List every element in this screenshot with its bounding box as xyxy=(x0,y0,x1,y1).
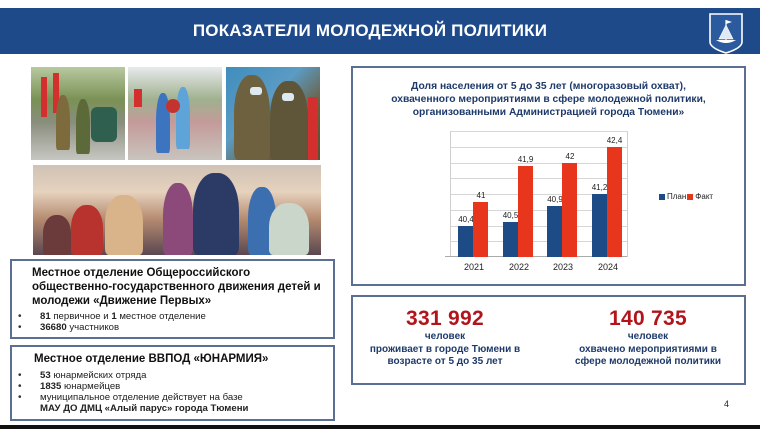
bar-value-label: 42,4 xyxy=(606,135,623,145)
plan-bar-2021 xyxy=(458,225,473,257)
parade-vehicle-photo xyxy=(31,67,125,160)
fact-bar-2024 xyxy=(606,146,622,257)
chart-plot-area: 40,4 41 40,5 41,9 40,9 42 41,2 42,4 xyxy=(445,131,628,257)
bar-value-label: 41,2 xyxy=(591,183,608,192)
chart-legend: План Факт xyxy=(659,192,713,201)
yunarmiya-stats-list: 53 юнармейских отряда 1835 юнармейцев му… xyxy=(18,370,328,414)
dvizhenie-pervykh-card: Местное отделение Общероссийского общест… xyxy=(10,259,335,339)
coverage-number: 140 735 xyxy=(608,307,687,330)
list-item: 1835 юнармейцев xyxy=(18,381,328,392)
city-crest-icon xyxy=(709,13,743,54)
population-stat: 331 992 человек проживает в городе Тюмен… xyxy=(357,307,533,369)
plan-bar-2024 xyxy=(591,194,607,257)
x-tick-label: 2022 xyxy=(508,262,530,272)
dvizhenie-heading: Местное отделение Общероссийского общест… xyxy=(32,267,321,307)
x-tick-label: 2021 xyxy=(463,262,485,272)
x-tick-label: 2024 xyxy=(597,262,619,272)
legend-plan-swatch xyxy=(659,193,665,200)
list-item: 36680 участников xyxy=(18,322,328,333)
page-number: 4 xyxy=(724,399,730,409)
legend-fact-label: Факт xyxy=(695,192,714,201)
coverage-stat: 140 735 человек охвачено мероприятиями в… xyxy=(553,307,743,369)
header-band xyxy=(0,8,760,54)
youth-group-photo xyxy=(33,165,321,255)
page-title: ПОКАЗАТЕЛИ МОЛОДЕЖНОЙ ПОЛИТИКИ xyxy=(192,21,548,40)
plan-bar-2023 xyxy=(547,205,562,257)
bar-value-label: 40,4 xyxy=(458,214,474,224)
population-stats-card: 331 992 человек проживает в городе Тюмен… xyxy=(351,295,746,385)
dvizhenie-stats-list: 81 первичное и 1 местное отделение 36680… xyxy=(18,311,328,333)
legend-fact-swatch xyxy=(687,193,694,200)
fact-bar-2021 xyxy=(473,201,488,257)
bar-value-label: 41,9 xyxy=(517,155,534,165)
list-item: 81 первичное и 1 местное отделение xyxy=(18,311,328,322)
list-item: 53 юнармейских отряда xyxy=(18,370,328,381)
bar-value-label: 40,9 xyxy=(547,194,563,204)
yunarmiya-heading: Местное отделение ВВПОД «ЮНАРМИЯ» xyxy=(34,353,269,365)
chart-title: Доля населения от 5 до 35 лет (многоразо… xyxy=(391,81,706,118)
chart-card: Доля населения от 5 до 35 лет (многоразо… xyxy=(351,66,746,286)
x-tick-label: 2023 xyxy=(552,262,574,272)
yunarmiya-card: Местное отделение ВВПОД «ЮНАРМИЯ» 53 юна… xyxy=(10,345,335,421)
flower-laying-photo xyxy=(128,67,222,160)
bottom-border xyxy=(0,425,760,429)
legend-plan-label: План xyxy=(667,192,687,201)
fact-bar-2023 xyxy=(562,162,577,257)
singers-in-uniform-photo xyxy=(226,67,320,160)
population-number: 331 992 xyxy=(405,307,484,330)
plan-bar-2022 xyxy=(502,221,518,257)
bar-value-label: 41 xyxy=(476,190,486,200)
list-item: муниципальное отделение действует на баз… xyxy=(18,392,328,414)
bar-value-label: 42 xyxy=(565,151,575,161)
bar-value-label: 40,5 xyxy=(502,210,519,220)
fact-bar-2022 xyxy=(517,166,533,257)
